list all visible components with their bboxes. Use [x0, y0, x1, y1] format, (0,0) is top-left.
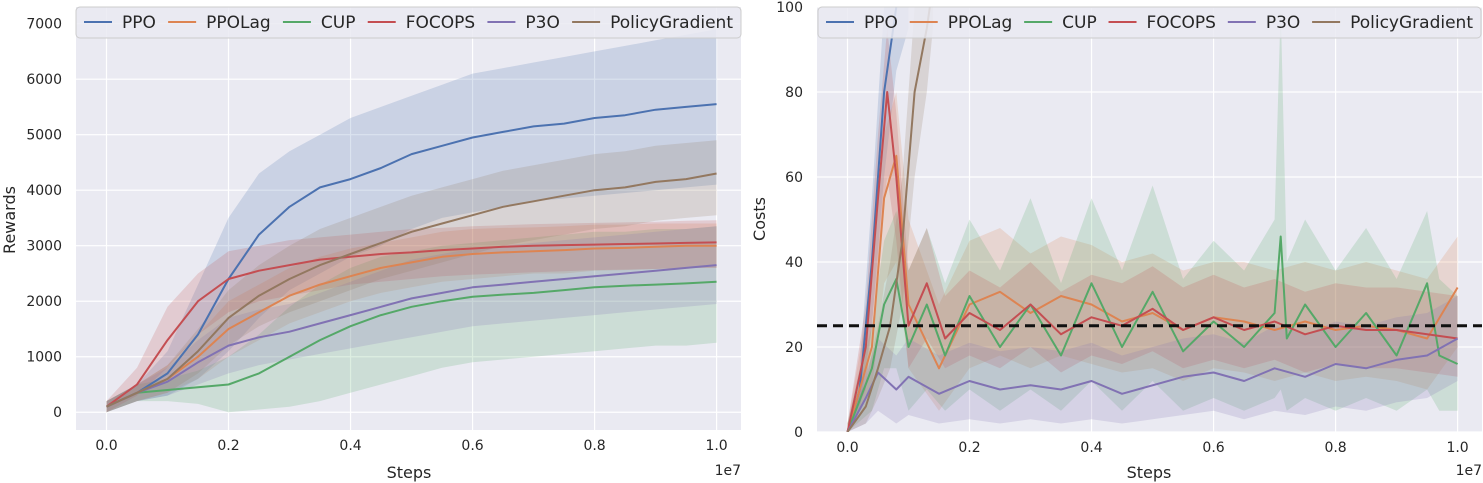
- x-tick-label: 0.8: [1324, 440, 1346, 456]
- legend-label-ppo: PPO: [864, 13, 898, 33]
- x-tick-label: 0.8: [583, 438, 605, 454]
- y-tick-label: 1000: [26, 350, 62, 366]
- band-policygradient: [106, 140, 717, 413]
- legend-label-focops: FOCOPS: [406, 13, 475, 33]
- y-tick-label: 60: [785, 170, 803, 186]
- y-tick-label: 3000: [26, 239, 62, 255]
- legend-label-focops: FOCOPS: [1147, 13, 1216, 33]
- legend: PPO PPOLag CUP FOCOPS P3O PolicyGradient: [817, 6, 1482, 39]
- confidence-bands: [106, 29, 717, 413]
- x-scale-label: 1e7: [1456, 463, 1482, 479]
- plot-background: [817, 7, 1482, 432]
- x-tick-label: 1.0: [1446, 440, 1468, 456]
- y-axis-label: Costs: [750, 197, 769, 241]
- tick-labels: 0.0 0.2 0.4 0.6 0.8 1.0 0 1000 2000 3000 4000 5000 6…: [26, 17, 727, 454]
- rewards-chart: 0.0 0.2 0.4 0.6 0.8 1.0 0 1000 2000 3000 4000 5000 6…: [0, 6, 742, 482]
- y-tick-label: 7000: [26, 17, 62, 33]
- line-ppo: [106, 103, 717, 408]
- legend-label-ppolag: PPOLag: [206, 13, 271, 33]
- line-focops: [105, 241, 717, 408]
- band-p3o: [847, 296, 1458, 432]
- tick-labels: 0.0 0.2 0.4 0.6 0.8 1.0 0 20 40 60 80 100: [776, 0, 1468, 456]
- x-tick-label: 0.0: [836, 440, 858, 456]
- plot-background: [76, 7, 741, 430]
- line-ppolag: [846, 154, 1459, 432]
- band-focops: [106, 220, 717, 413]
- y-axis-label: Rewards: [0, 186, 19, 254]
- y-tick-label: 40: [785, 255, 803, 271]
- y-tick-label: 5000: [26, 128, 62, 144]
- x-axis-label: Steps: [1127, 463, 1172, 482]
- band-p3o: [106, 226, 717, 413]
- x-tick-label: 0.2: [217, 438, 239, 454]
- band-ppo: [847, 7, 909, 432]
- band-ppolag: [106, 223, 717, 413]
- line-policygradient: [846, 7, 931, 432]
- line-policygradient: [106, 172, 717, 408]
- legend-label-p3o: P3O: [1266, 13, 1300, 33]
- y-tick-label: 2000: [26, 294, 62, 310]
- legend-label-p3o: P3O: [525, 13, 559, 33]
- x-tick-label: 0.2: [958, 440, 980, 456]
- y-tick-label: 80: [785, 85, 803, 101]
- legend-label-policygradient: PolicyGradient: [610, 13, 733, 33]
- y-tick-label: 0: [53, 405, 62, 421]
- legend-box: [75, 6, 742, 39]
- legend-label-ppolag: PPOLag: [948, 13, 1013, 33]
- line-ppolag: [106, 244, 717, 408]
- band-cup: [106, 226, 717, 413]
- line-cup: [846, 235, 1459, 432]
- y-tick-label: 100: [776, 0, 803, 16]
- legend-label-ppo: PPO: [122, 13, 156, 33]
- line-p3o: [846, 337, 1459, 432]
- x-axis-label: Steps: [387, 463, 432, 482]
- legend-box: [817, 6, 1482, 39]
- band-policygradient: [847, 7, 933, 432]
- x-tick-label: 0.6: [1202, 440, 1224, 456]
- y-tick-label: 0: [794, 425, 803, 441]
- legend-label-cup: CUP: [1062, 13, 1097, 33]
- line-p3o: [106, 264, 717, 408]
- costs-chart: 0.0 0.2 0.4 0.6 0.8 1.0 0 20 40 60 80 100 Steps Cos…: [750, 0, 1482, 482]
- series-lines: [105, 103, 717, 408]
- band-ppo: [106, 29, 717, 413]
- band-focops: [847, 28, 1458, 432]
- x-tick-label: 0.4: [339, 438, 361, 454]
- x-tick-label: 0.0: [95, 438, 117, 454]
- x-tick-label: 1.0: [705, 438, 727, 454]
- x-tick-label: 0.4: [1080, 440, 1102, 456]
- line-cup: [106, 280, 717, 408]
- y-tick-label: 6000: [26, 72, 62, 88]
- x-tick-label: 0.6: [461, 438, 483, 454]
- legend: PPO PPOLag CUP FOCOPS P3O PolicyGradient: [75, 6, 742, 39]
- y-tick-label: 20: [785, 340, 803, 356]
- legend-label-cup: CUP: [321, 13, 356, 33]
- y-tick-label: 4000: [26, 183, 62, 199]
- legend-label-policygradient: PolicyGradient: [1350, 13, 1473, 33]
- x-scale-label: 1e7: [715, 463, 741, 479]
